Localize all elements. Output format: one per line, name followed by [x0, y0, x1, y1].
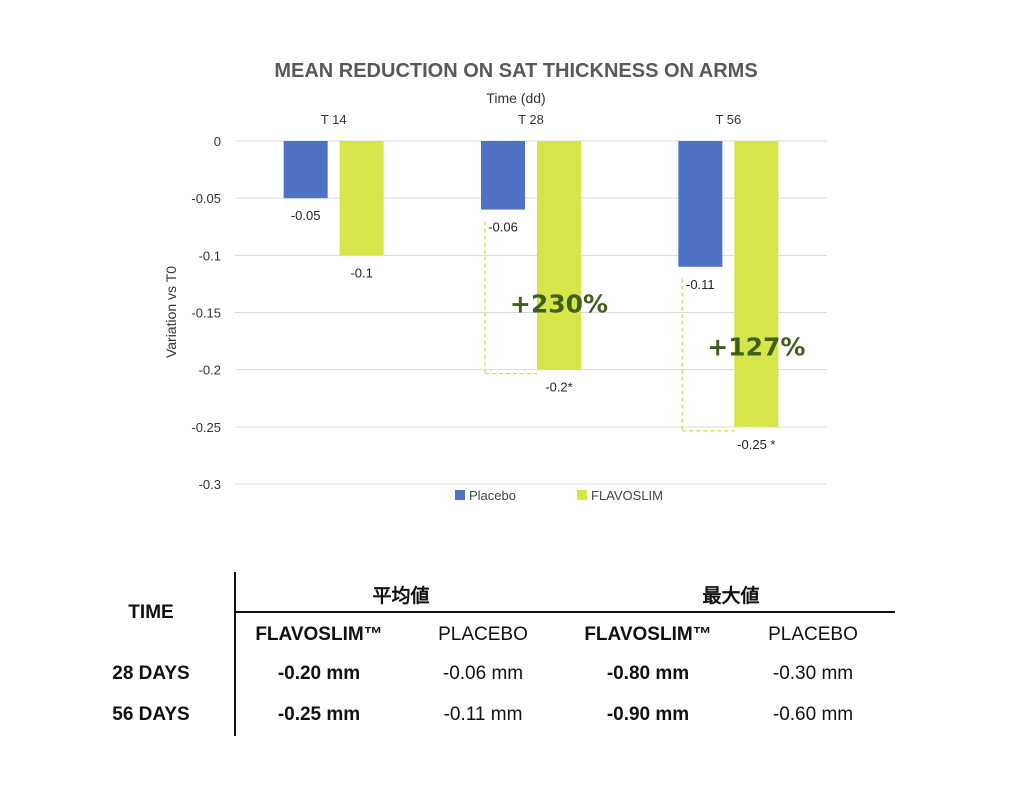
legend-swatch: [577, 490, 587, 500]
y-tick-label: -0.15: [191, 306, 221, 321]
y-axis-label: Variation vs T0: [163, 266, 179, 358]
bar: [283, 141, 328, 199]
percent-annotations: +230% +127%: [510, 290, 806, 362]
bar: [481, 141, 525, 210]
legend-label: Placebo: [469, 488, 516, 503]
data-labels: -0.05 -0.1 -0.06 -0.2* -0.11 -0.25 *: [291, 208, 776, 452]
chart-title: MEAN REDUCTION ON SAT THICKNESS ON ARMS: [274, 60, 757, 82]
gridlines: [235, 140, 827, 485]
table-cell-mean-placebo: -0.11 mm: [443, 704, 523, 725]
data-label: -0.2*: [545, 380, 572, 395]
table-col-max-flavoslim: FLAVOSLIM™: [584, 624, 712, 645]
data-label: -0.05: [291, 208, 321, 223]
x-tick-labels: T 14 T 28 T 56: [321, 112, 741, 127]
table-cell-mean-flavoslim: -0.20 mm: [277, 663, 361, 684]
table-cell-max-flavoslim: -0.80 mm: [606, 663, 690, 684]
y-tick-label: -0.3: [199, 477, 221, 492]
table-cell-mean-placebo: -0.06 mm: [442, 663, 524, 684]
table-row-label: 28 DAYS: [112, 663, 190, 684]
bar: [537, 141, 581, 370]
y-tick-label: -0.25: [191, 420, 221, 435]
table-time-header: TIME: [128, 602, 174, 623]
y-tick-label: 0: [214, 134, 221, 149]
data-label: -0.1: [350, 265, 372, 280]
y-tick-labels: 0 -0.05 -0.1 -0.15 -0.2 -0.25 -0.3: [191, 134, 221, 492]
percent-annotation: +230%: [510, 290, 608, 319]
comparison-brackets: [484, 221, 735, 432]
table-group-max: 最大値: [702, 586, 760, 607]
y-tick-label: -0.2: [199, 363, 221, 378]
x-tick-label: T 28: [518, 112, 544, 127]
y-tick-label: -0.05: [191, 191, 221, 206]
table-col-max-placebo: PLACEBO: [768, 624, 858, 645]
table-group-mean: 平均値: [372, 586, 430, 607]
table-vertical-divider: [234, 572, 236, 736]
bar: [339, 141, 384, 256]
table-row-label: 56 DAYS: [112, 704, 190, 725]
y-tick-label: -0.1: [199, 248, 221, 263]
x-tick-label: T 14: [321, 112, 347, 127]
legend-label: FLAVOSLIM: [591, 488, 663, 503]
table-horizontal-divider: [235, 611, 895, 613]
table-col-mean-flavoslim: FLAVOSLIM™: [255, 624, 383, 645]
data-label: -0.25 *: [737, 437, 775, 452]
percent-annotation: +127%: [707, 332, 805, 361]
bar: [678, 141, 723, 267]
table-cell-max-flavoslim: -0.90 mm: [606, 704, 690, 725]
data-label: -0.11: [686, 277, 715, 292]
bars: [283, 141, 779, 427]
legend-swatch: [455, 490, 465, 500]
table-cell-max-placebo: -0.60 mm: [772, 704, 854, 725]
data-label: -0.06: [488, 220, 518, 235]
table-cell-mean-flavoslim: -0.25 mm: [277, 704, 361, 725]
x-axis-label: Time (dd): [486, 90, 545, 106]
table-cell-max-placebo: -0.30 mm: [772, 663, 854, 684]
bar-chart: MEAN REDUCTION ON SAT THICKNESS ON ARMS …: [163, 60, 827, 503]
legend: Placebo FLAVOSLIM: [455, 488, 663, 503]
table-col-mean-placebo: PLACEBO: [438, 624, 528, 645]
x-tick-label: T 56: [715, 112, 741, 127]
bar: [734, 141, 779, 427]
